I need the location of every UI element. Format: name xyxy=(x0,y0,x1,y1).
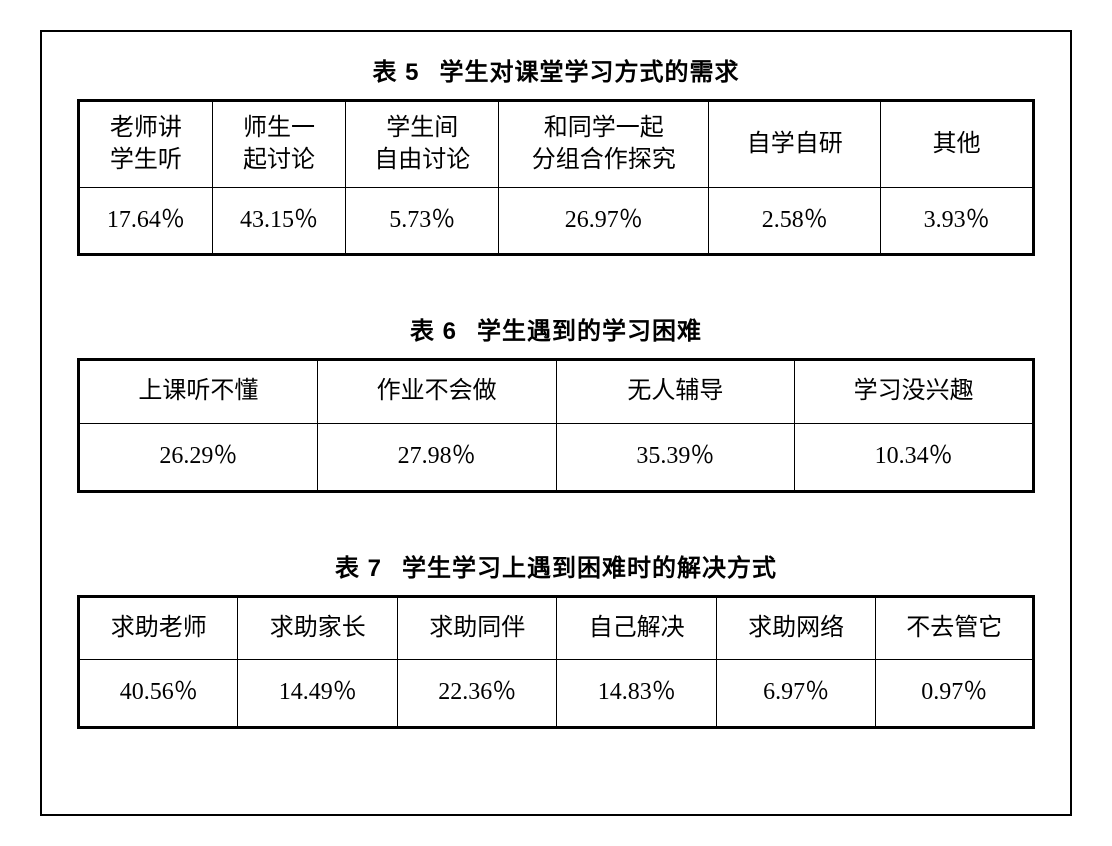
table6-title: 学生遇到的学习困难 xyxy=(477,318,702,345)
table5-value-4: 2.58％ xyxy=(709,187,881,255)
table6-section: 表 6 学生遇到的学习困难 上课听不懂 作业不会做 无人辅导 学习没兴趣 26.2… xyxy=(77,311,1035,492)
table-row: 17.64％ 43.15％ 5.73％ 26.97％ 2.58％ 3.93％ xyxy=(79,187,1034,255)
table5-number: 表 5 xyxy=(372,59,419,86)
table6-value-1: 27.98％ xyxy=(317,423,556,491)
table7-header-4: 求助网络 xyxy=(716,596,875,660)
table7-value-4: 6.97％ xyxy=(716,660,875,728)
table7-number: 表 7 xyxy=(335,555,382,582)
table5-header-5: 其他 xyxy=(881,101,1034,188)
table-row: 老师讲学生听 师生一起讨论 学生间自由讨论 和同学一起分组合作探究 自学自研 其… xyxy=(79,101,1034,188)
table5-value-5: 3.93％ xyxy=(881,187,1034,255)
table7-header-1: 求助家长 xyxy=(238,596,397,660)
table7-header-2: 求助同伴 xyxy=(397,596,556,660)
table5-header-3: 和同学一起分组合作探究 xyxy=(499,101,709,188)
table-row: 26.29％ 27.98％ 35.39％ 10.34％ xyxy=(79,423,1034,491)
table5-value-0: 17.64％ xyxy=(79,187,213,255)
table5-section: 表 5 学生对课堂学习方式的需求 老师讲学生听 师生一起讨论 学生间自由讨论 和同… xyxy=(77,52,1035,256)
table6-value-3: 10.34％ xyxy=(795,423,1034,491)
table5: 老师讲学生听 师生一起讨论 学生间自由讨论 和同学一起分组合作探究 自学自研 其… xyxy=(77,99,1035,256)
table6-header-2: 无人辅导 xyxy=(556,360,795,424)
table6-number: 表 6 xyxy=(410,318,457,345)
table5-value-3: 26.97％ xyxy=(499,187,709,255)
table6-header-1: 作业不会做 xyxy=(317,360,556,424)
table6-caption: 表 6 学生遇到的学习困难 xyxy=(77,311,1035,346)
table7: 求助老师 求助家长 求助同伴 自己解决 求助网络 不去管它 40.56％ 14.… xyxy=(77,595,1035,729)
table7-header-0: 求助老师 xyxy=(79,596,238,660)
table6-value-0: 26.29％ xyxy=(79,423,318,491)
table5-value-1: 43.15％ xyxy=(212,187,346,255)
table5-header-1: 师生一起讨论 xyxy=(212,101,346,188)
table-row: 40.56％ 14.49％ 22.36％ 14.83％ 6.97％ 0.97％ xyxy=(79,660,1034,728)
table5-header-2: 学生间自由讨论 xyxy=(346,101,499,188)
table6-value-2: 35.39％ xyxy=(556,423,795,491)
table7-title: 学生学习上遇到困难时的解决方式 xyxy=(402,555,777,582)
page-border: 表 5 学生对课堂学习方式的需求 老师讲学生听 师生一起讨论 学生间自由讨论 和同… xyxy=(40,30,1072,816)
table7-section: 表 7 学生学习上遇到困难时的解决方式 求助老师 求助家长 求助同伴 自己解决 求… xyxy=(77,548,1035,729)
table5-header-0: 老师讲学生听 xyxy=(79,101,213,188)
table5-header-4: 自学自研 xyxy=(709,101,881,188)
table5-value-2: 5.73％ xyxy=(346,187,499,255)
table7-value-0: 40.56％ xyxy=(79,660,238,728)
table-row: 求助老师 求助家长 求助同伴 自己解决 求助网络 不去管它 xyxy=(79,596,1034,660)
table7-header-5: 不去管它 xyxy=(876,596,1034,660)
table5-caption: 表 5 学生对课堂学习方式的需求 xyxy=(77,52,1035,87)
table7-value-3: 14.83％ xyxy=(557,660,716,728)
table-row: 上课听不懂 作业不会做 无人辅导 学习没兴趣 xyxy=(79,360,1034,424)
table6-header-0: 上课听不懂 xyxy=(79,360,318,424)
table6: 上课听不懂 作业不会做 无人辅导 学习没兴趣 26.29％ 27.98％ 35.… xyxy=(77,358,1035,492)
table6-header-3: 学习没兴趣 xyxy=(795,360,1034,424)
table7-header-3: 自己解决 xyxy=(557,596,716,660)
table7-caption: 表 7 学生学习上遇到困难时的解决方式 xyxy=(77,548,1035,583)
table7-value-1: 14.49％ xyxy=(238,660,397,728)
table5-title: 学生对课堂学习方式的需求 xyxy=(440,59,740,86)
table7-value-5: 0.97％ xyxy=(876,660,1034,728)
table7-value-2: 22.36％ xyxy=(397,660,556,728)
